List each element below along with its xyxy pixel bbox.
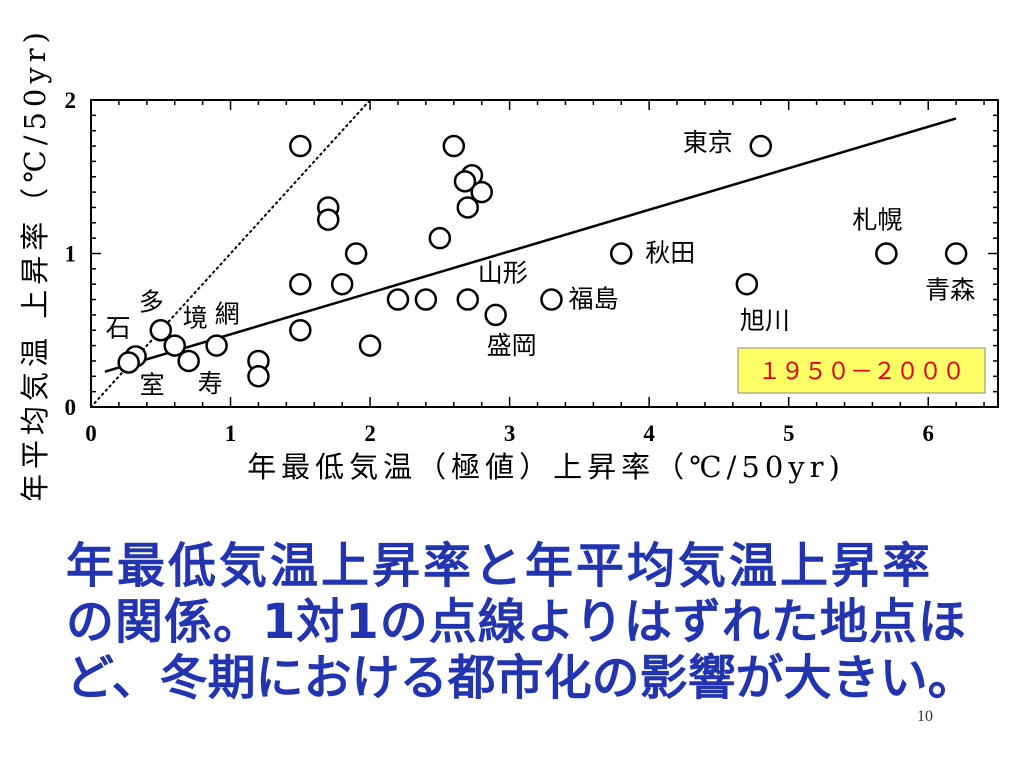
page-number: 10: [917, 708, 933, 725]
data-point: [456, 288, 480, 311]
station-label: 旭川: [740, 306, 790, 335]
station-label: 秋田: [645, 239, 695, 268]
data-point: [289, 134, 312, 158]
x-tick-label: 2: [364, 421, 376, 446]
station-label: 網: [215, 300, 240, 329]
data-point: [205, 334, 228, 357]
data-point: [163, 334, 186, 357]
reference-and-trend-lines: [90, 99, 957, 408]
station-label: 石: [106, 313, 131, 342]
station-label: 盛岡: [487, 331, 537, 360]
period-label: １９５０－２０００: [758, 359, 965, 385]
station-label: 青森: [925, 276, 975, 305]
data-point: [344, 242, 368, 265]
data-point: [749, 134, 773, 158]
data-point: [149, 319, 173, 342]
y-tick-label: 1: [65, 242, 77, 267]
station-label: 境: [183, 304, 208, 333]
station-label: 多: [139, 287, 164, 316]
data-point: [289, 272, 312, 296]
x-tick-label: 6: [922, 421, 934, 446]
y-tick-label: 2: [65, 88, 77, 113]
x-axis-title: 年最低気温（極値）上昇率（℃/50yr): [247, 450, 845, 484]
data-point: [453, 170, 477, 193]
regression-line: [104, 117, 957, 373]
one-to-one-dotted-line: [90, 99, 372, 408]
station-label: 札幌: [852, 206, 902, 235]
data-point: [428, 226, 452, 250]
y-axis-title: 年平均気温 上昇率（℃/50yr): [18, 27, 52, 500]
y-tick-label: 0: [65, 395, 77, 420]
caption-line-2: の関係。1対1の点線よりはずれた地点ほ: [66, 594, 967, 650]
data-point: [247, 365, 270, 388]
station-label: 福島: [568, 285, 618, 314]
data-point: [944, 242, 968, 265]
x-tick-label: 1: [225, 421, 237, 446]
period-legend: １９５０－２０００: [737, 347, 986, 394]
tick-labels: 0 1 2 3 4 5 6 0 1 2: [65, 88, 934, 446]
data-point: [289, 319, 312, 342]
plot-frame: [90, 99, 999, 408]
data-point: [540, 288, 563, 311]
data-point: [456, 196, 480, 219]
data-point: [177, 349, 200, 373]
data-point: [735, 272, 759, 296]
data-point: [330, 272, 354, 296]
data-point: [484, 303, 507, 327]
data-points: [117, 134, 968, 388]
data-point: [609, 242, 633, 265]
data-point: [316, 208, 340, 231]
data-point: [117, 351, 140, 374]
data-point: [386, 288, 410, 311]
x-tick-label: 0: [85, 421, 97, 446]
caption-line-1: 年最低気温上昇率と年平均気温上昇率: [66, 538, 934, 594]
station-label: 東京: [683, 128, 733, 157]
period-box: [737, 347, 986, 394]
station-label: 寿: [198, 369, 223, 398]
data-point: [875, 242, 898, 265]
x-tick-label: 4: [643, 421, 655, 446]
x-tick-label: 3: [504, 421, 516, 446]
x-tick-label: 5: [783, 421, 795, 446]
data-point: [414, 288, 438, 311]
station-label: 室: [140, 370, 165, 399]
station-label: 山形: [478, 259, 528, 288]
caption: 年最低気温上昇率と年平均気温上昇率 の関係。1対1の点線よりはずれた地点ほ ど、…: [66, 538, 976, 706]
caption-line-3: ど、冬期における都市化の影響が大きい。: [66, 650, 976, 706]
data-point: [442, 134, 466, 158]
data-point: [470, 180, 493, 204]
data-point: [358, 334, 382, 357]
